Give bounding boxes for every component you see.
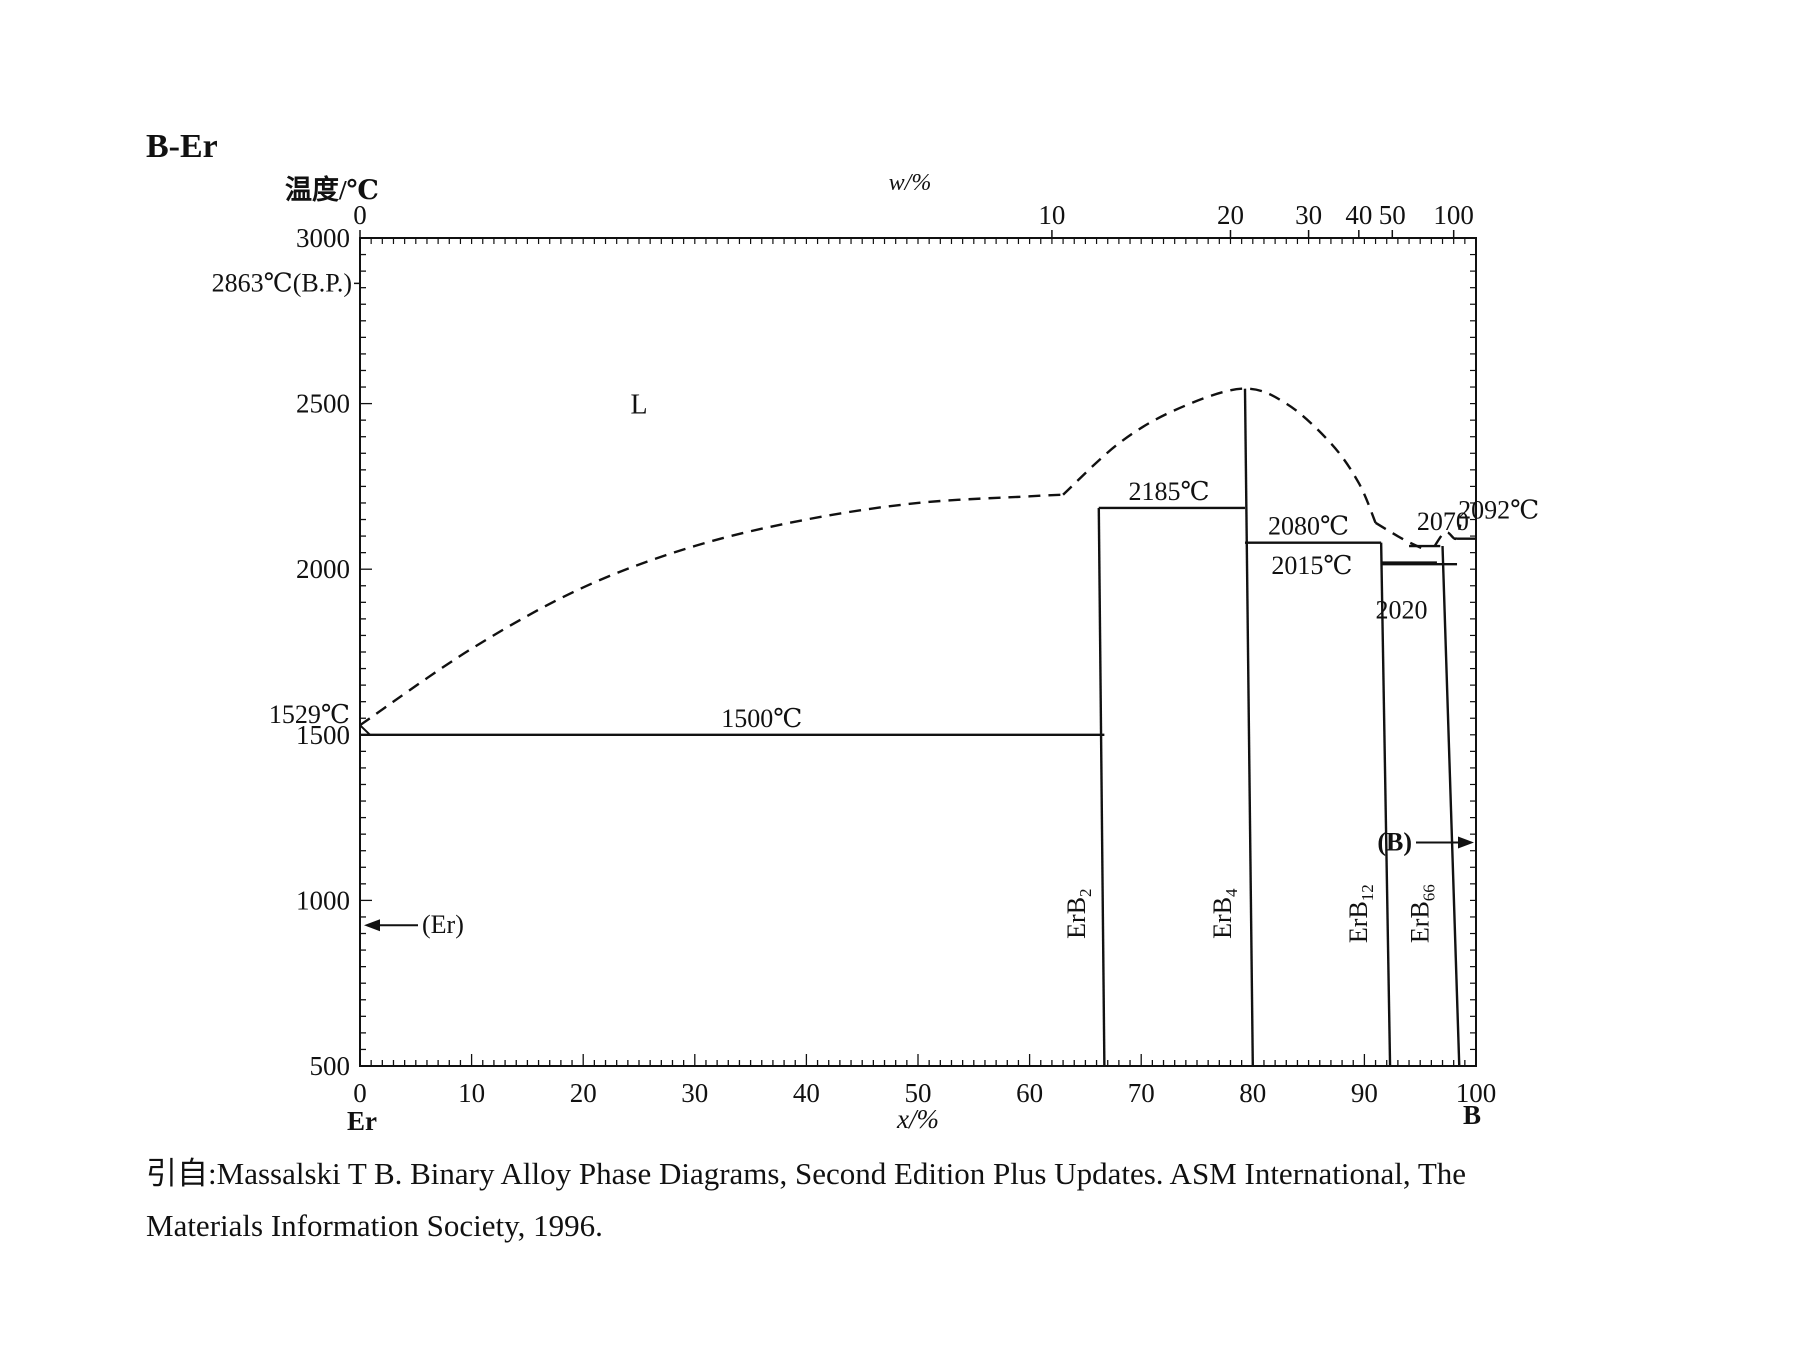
liquidus-erb4-dome	[1062, 387, 1377, 524]
b-solid-arrowhead	[1458, 836, 1474, 849]
compound-label-text: ErB4	[1208, 888, 1241, 939]
top-tick-label: 50	[1379, 200, 1406, 230]
compound-line	[1441, 545, 1461, 1067]
boiling-point-label: 2863℃(B.P.)	[212, 268, 352, 297]
top-tick-label: 40	[1345, 200, 1372, 230]
compound-line	[1243, 388, 1254, 1067]
isotherm-label: 2092℃	[1458, 496, 1539, 525]
x-end-label-er: Er	[347, 1106, 377, 1136]
liquidus-right	[1374, 521, 1427, 552]
melting-point-er-mark	[359, 724, 371, 736]
y-tick-label: 2000	[296, 554, 350, 584]
citation: 引自:Massalski T B. Binary Alloy Phase Dia…	[146, 1148, 1726, 1252]
x-tick-label: 40	[793, 1078, 820, 1108]
x-tick-label: 20	[570, 1078, 597, 1108]
y-tick-label: 1000	[296, 885, 350, 915]
region-label-liquid: L	[630, 390, 647, 421]
compound-label-text: ErB2	[1062, 888, 1095, 938]
top-tick-label: 10	[1038, 200, 1065, 230]
compound-label: ErB2	[1062, 888, 1095, 938]
top-tick-label: 0	[353, 200, 367, 230]
x-tick-label: 0	[353, 1078, 367, 1108]
x-tick-label: 90	[1351, 1078, 1378, 1108]
y-tick-label: 1500	[296, 720, 350, 750]
y-tick-label: 2500	[296, 389, 350, 419]
diagram-title: B-Er	[146, 128, 218, 165]
x-axis-title: x/%	[896, 1104, 939, 1134]
melting-point-er-label: 1529℃	[269, 700, 350, 729]
isotherm-label: 2185℃	[1129, 477, 1210, 506]
isotherm-label: 2020	[1376, 596, 1428, 625]
compound-line	[1379, 542, 1392, 1067]
x-tick-label: 50	[905, 1078, 932, 1108]
top-tick-label: 30	[1295, 200, 1322, 230]
isotherm-label: 2080℃	[1268, 512, 1349, 541]
isotherm-label: 2015℃	[1271, 551, 1352, 580]
isotherm-label: 1500℃	[721, 704, 802, 733]
compound-label-text: ErB66	[1406, 884, 1439, 943]
x-tick-label: 30	[681, 1078, 708, 1108]
compound-label: ErB12	[1344, 884, 1377, 943]
x-tick-label: 100	[1456, 1078, 1497, 1108]
compound-label-subscript: 66	[1420, 884, 1439, 901]
top-tick-label: 20	[1217, 200, 1244, 230]
x-tick-label: 60	[1016, 1078, 1043, 1108]
citation-line2: Materials Information Society, 1996.	[146, 1208, 603, 1243]
citation-prefix: 引自:	[146, 1156, 217, 1191]
compound-label-subscript: 4	[1222, 888, 1241, 897]
x-tick-label: 10	[458, 1078, 485, 1108]
y-tick-label: 500	[310, 1051, 351, 1081]
compound-line	[1097, 507, 1106, 1067]
er-solid-arrowhead	[364, 919, 380, 932]
x-tick-label: 70	[1128, 1078, 1155, 1108]
citation-line1: Massalski T B. Binary Alloy Phase Diagra…	[216, 1156, 1467, 1191]
y-axis-title: 温度/℃	[285, 174, 379, 205]
x-tick-label: 80	[1239, 1078, 1266, 1108]
er-solid-label: (Er)	[422, 910, 464, 939]
compound-label: ErB4	[1208, 888, 1241, 939]
x-end-label-b: B	[1463, 1100, 1481, 1130]
plot-frame	[359, 237, 1477, 1067]
isotherm-label: 2070	[1417, 507, 1469, 536]
liquidus-boron	[1433, 524, 1462, 547]
y-tick-label: 3000	[296, 223, 350, 253]
compound-label-subscript: 2	[1076, 888, 1095, 897]
top-tick-label: 100	[1433, 200, 1474, 230]
liquidus-left	[359, 493, 1064, 727]
compound-label-subscript: 12	[1358, 884, 1377, 901]
compound-label: ErB66	[1406, 884, 1439, 943]
compound-label-text: ErB12	[1344, 884, 1377, 943]
b-solid-label: (B)	[1377, 827, 1412, 856]
top-axis-title: w/%	[889, 170, 932, 196]
